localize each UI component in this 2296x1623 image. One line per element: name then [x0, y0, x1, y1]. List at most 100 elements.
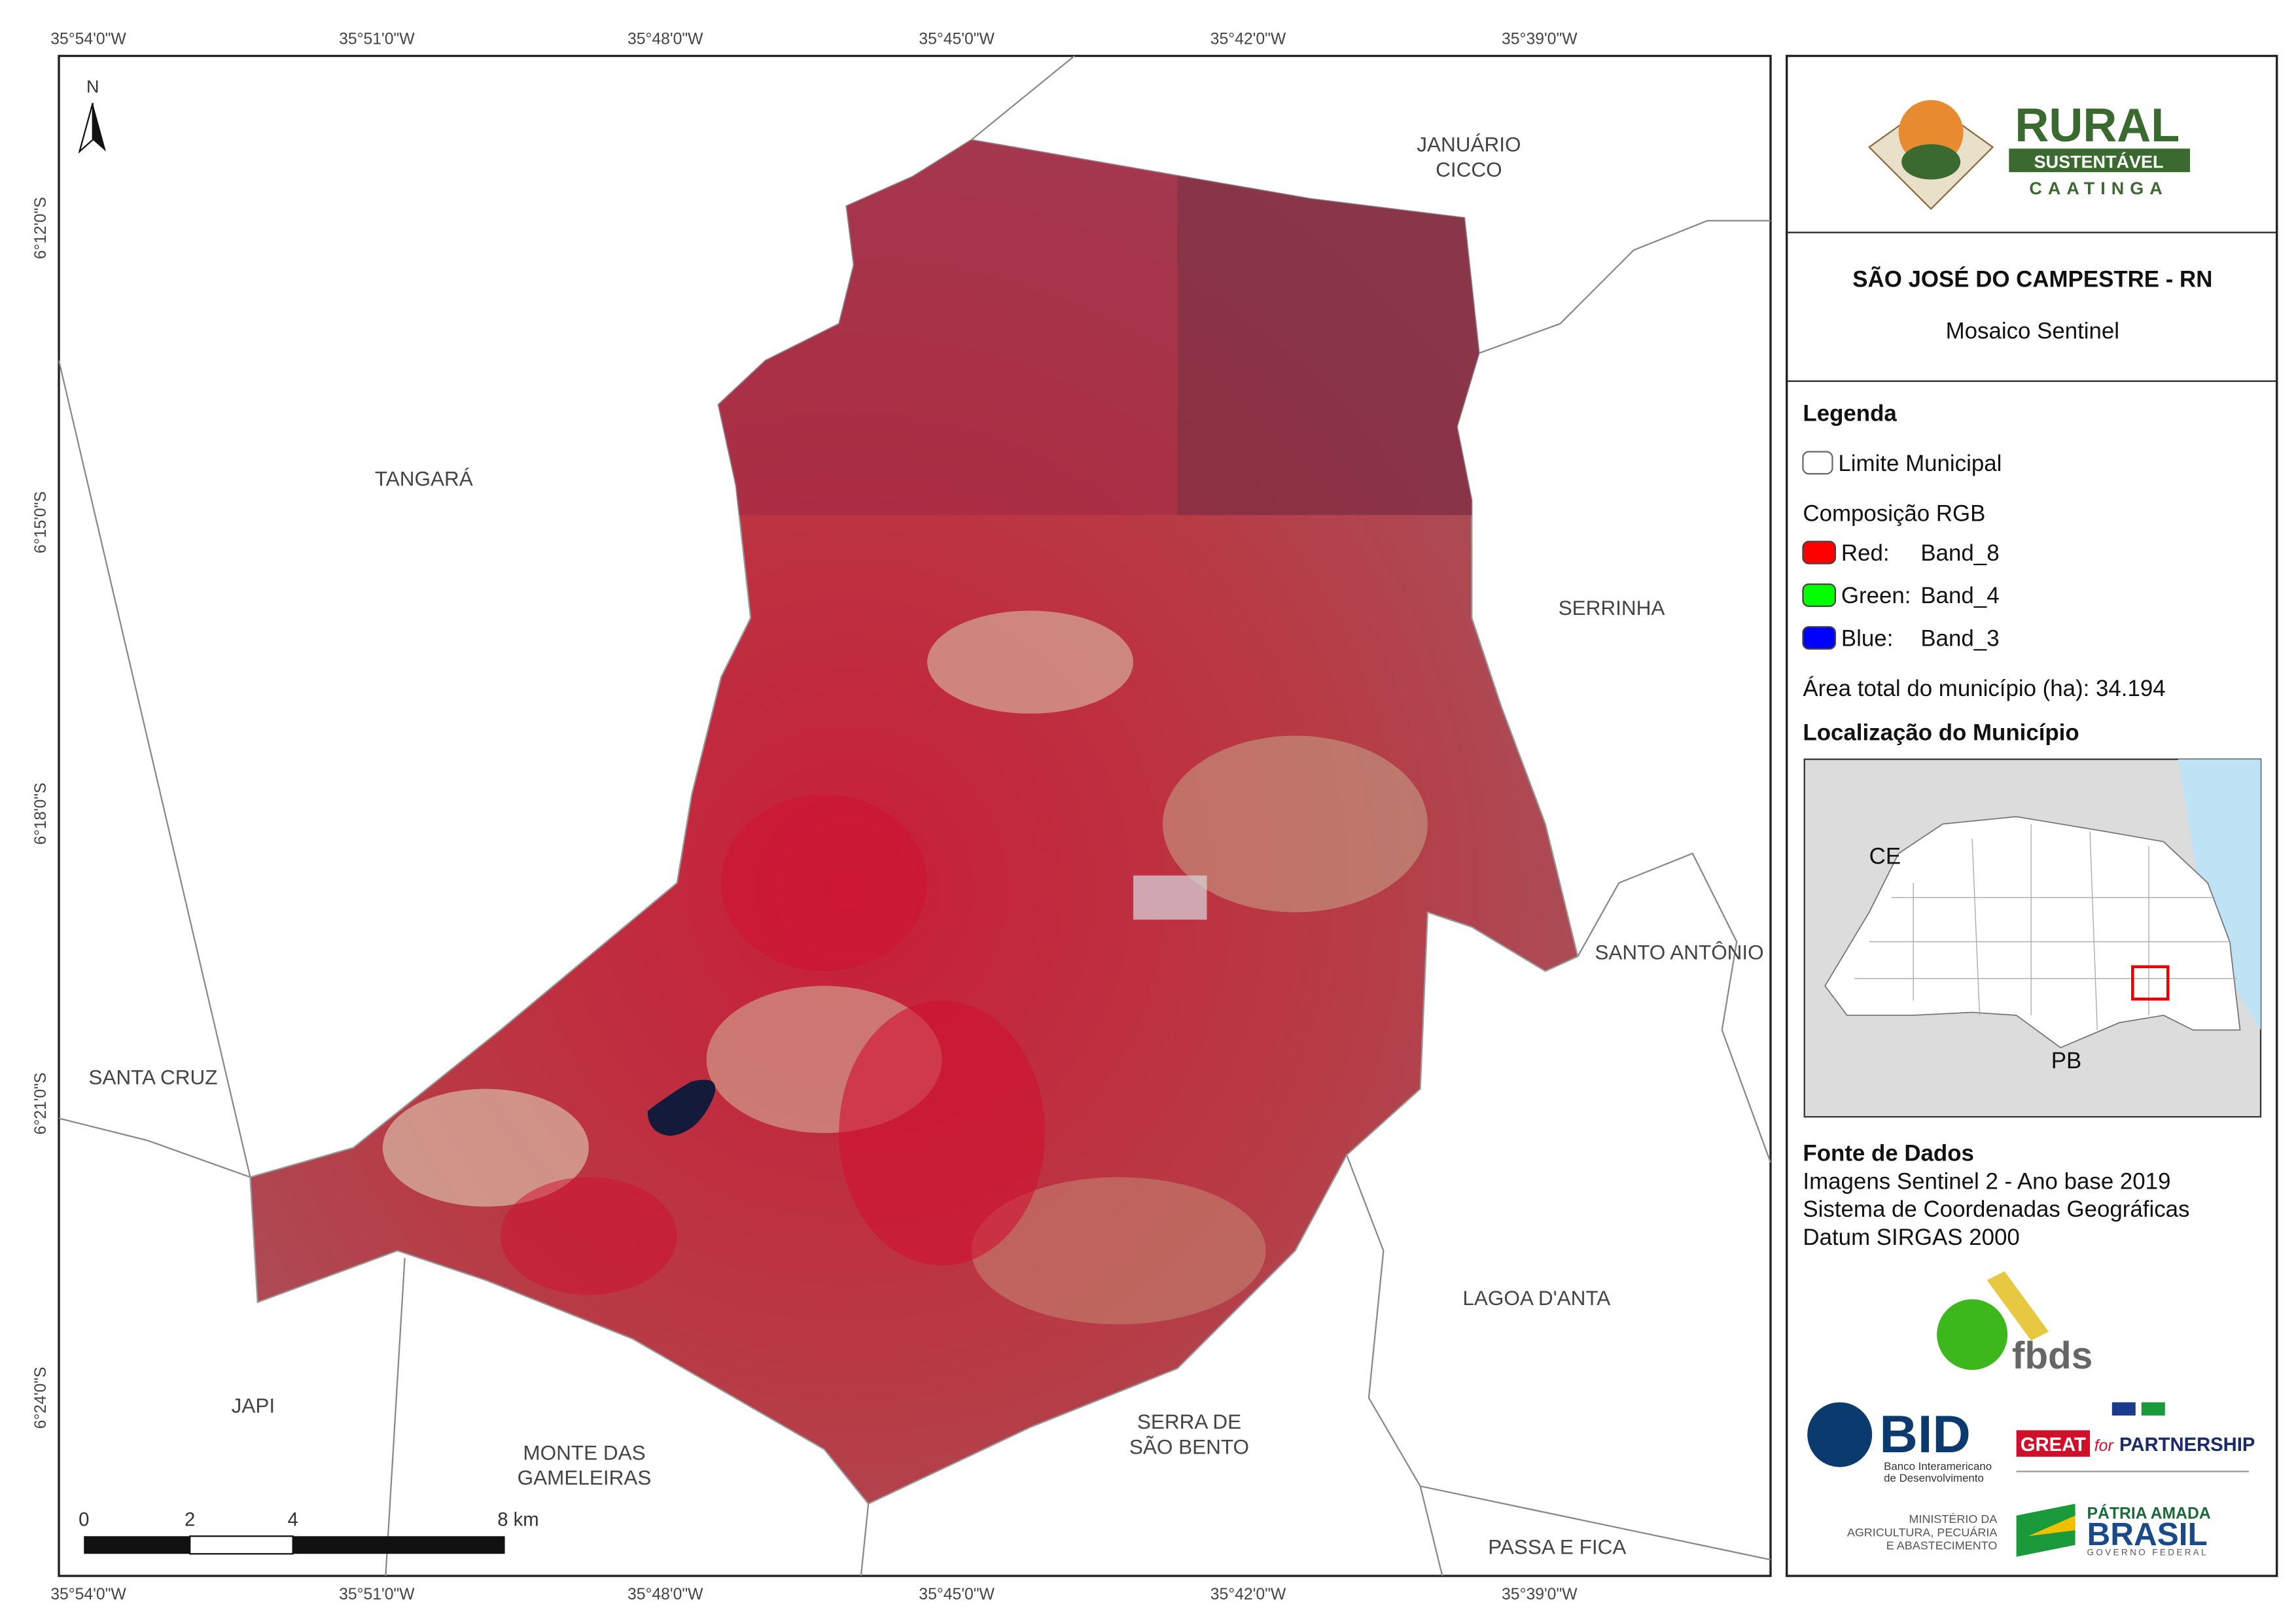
state-rn [1824, 816, 2241, 1049]
bid-text: BID [1879, 1405, 1970, 1464]
boundary-line [385, 1258, 406, 1577]
longitude-label: 35°42'0"W [1210, 1586, 1286, 1603]
latitude-label: 6°12'0"S [32, 197, 50, 259]
longitude-label: 35°39'0"W [1502, 1586, 1578, 1603]
band-swatch [1802, 626, 1837, 650]
band-channel: Green: [1841, 583, 1911, 608]
sea [2178, 759, 2261, 1030]
graticule-labels: 35°54'0"W 35°51'0"W 35°48'0"W 35°45'0"W … [32, 30, 1578, 1603]
logo-tree [1901, 144, 1961, 180]
legend-subtitle: Composição RGB [1803, 500, 1985, 526]
ministry-text: E ABASTECIMENTO [1886, 1539, 1998, 1552]
great-text: for [2094, 1437, 2115, 1455]
source-line: Datum SIRGAS 2000 [1803, 1225, 2019, 1250]
urban-area [1133, 875, 1207, 920]
place-label: PASSA E FICA [1488, 1535, 1626, 1558]
brasil-text: PÁTRIA AMADA [2087, 1504, 2211, 1522]
latitude-label: 6°18'0"S [32, 782, 50, 845]
latitude-label: 6°15'0"S [32, 491, 50, 553]
arrow-half [92, 103, 106, 152]
scale-label: 0 [79, 1510, 89, 1531]
legend-label: Limite Municipal [1838, 451, 2002, 476]
bid-mark [1807, 1402, 1873, 1467]
place-label: GAMELEIRAS [518, 1466, 652, 1490]
scale-segment [292, 1536, 505, 1554]
reservoir [647, 1079, 716, 1136]
scale-label: 8 km [497, 1510, 539, 1531]
place-label: SÃO BENTO [1129, 1435, 1249, 1458]
band-legend: Red: Band_8 Green: Band_4 Blue: Band_3 [1802, 540, 2000, 651]
place-label: LAGOA D'ANTA [1462, 1286, 1610, 1310]
scale-segment [189, 1535, 294, 1555]
band-name: Band_3 [1920, 625, 1999, 651]
bare-soil [971, 1177, 1266, 1325]
band-name: Band_4 [1920, 583, 1999, 608]
location-title: Localização do Município [1803, 720, 2079, 745]
source-line: Imagens Sentinel 2 - Ano base 2019 [1803, 1168, 2170, 1194]
place-label: JANUÁRIO [1417, 133, 1521, 156]
longitude-label: 35°51'0"W [339, 1586, 415, 1603]
place-label: MONTE DAS [523, 1440, 645, 1464]
place-label: SERRA DE [1137, 1410, 1241, 1433]
fbds-mark [1937, 1299, 2008, 1370]
brasil-text: GOVERNO FEDERAL [2087, 1548, 2208, 1558]
north-label: N [86, 77, 99, 97]
inset-label: CE [1869, 843, 1901, 869]
scale-label: 2 [185, 1510, 195, 1531]
band-channel: Blue: [1841, 625, 1893, 651]
place-label: JAPI [232, 1393, 275, 1417]
scale-bar: 0 2 4 8 km [79, 1510, 539, 1555]
longitude-label: 35°54'0"W [50, 1586, 126, 1603]
longitude-label: 35°39'0"W [1502, 30, 1578, 48]
boundary-line [1577, 852, 1772, 1163]
brasil-text: BRASIL [2087, 1516, 2208, 1552]
place-labels: TANGARÁ JANUÁRIO CICCO SERRINHA SANTO AN… [88, 133, 1763, 1559]
longitude-label: 35°54'0"W [50, 30, 126, 48]
municipal-grid [1854, 824, 2237, 1030]
vegetation [500, 1177, 677, 1295]
north-arrow: N [78, 77, 106, 154]
place-label: SERRINHA [1559, 596, 1665, 620]
map-subtitle: Mosaico Sentinel [1946, 318, 2119, 343]
great-box [2016, 1430, 2091, 1457]
boundary-line [58, 360, 251, 1178]
bare-soil [1162, 735, 1428, 913]
logo-text: SUSTENTÁVEL [2034, 151, 2164, 171]
logo-text: RURAL [2015, 99, 2180, 152]
bare-soil [382, 1089, 589, 1207]
boundary-line [860, 1503, 870, 1577]
sources-title: Fonte de Dados [1803, 1141, 1973, 1166]
side-panel: RURAL SUSTENTÁVEL CAATINGA SÃO JOSÉ DO C… [1786, 54, 2278, 1577]
map-title: SÃO JOSÉ DO CAMPESTRE - RN [1852, 266, 2212, 292]
ministry-text: MINISTÉRIO DA [1909, 1512, 1997, 1526]
band-swatch [1802, 540, 1837, 565]
logo-text: CAATINGA [2029, 179, 2168, 198]
bare-soil [927, 610, 1134, 714]
logo-band [2009, 148, 2191, 173]
flag-uk [2111, 1402, 2136, 1416]
great-text: PARTNERSHIP [2119, 1435, 2255, 1456]
band-swatch [1802, 583, 1837, 607]
fbds-mark [1987, 1271, 2049, 1341]
location-marker [2131, 965, 2170, 1001]
longitude-label: 35°48'0"W [627, 1586, 703, 1603]
boundary-line [1419, 1486, 1443, 1577]
latitude-label: 6°21'0"S [32, 1073, 50, 1135]
longitude-label: 35°51'0"W [339, 30, 415, 48]
source-line: Sistema de Coordenadas Geográficas [1803, 1196, 2189, 1222]
bid-name: de Desenvolvimento [1884, 1472, 1984, 1484]
ministry-text: AGRICULTURA, PECUÁRIA [1847, 1526, 1998, 1539]
legend-title: Legenda [1803, 400, 1897, 426]
vegetation [721, 794, 928, 971]
inset-map: CE PB [1803, 758, 2262, 1118]
longitude-label: 35°45'0"W [919, 30, 995, 48]
legend-swatch [1802, 451, 1833, 475]
longitude-label: 35°48'0"W [627, 30, 703, 48]
band-channel: Red: [1841, 540, 1890, 566]
longitude-label: 35°45'0"W [919, 1586, 995, 1603]
latitude-label: 6°24'0"S [32, 1367, 50, 1429]
rural-logo: RURAL SUSTENTÁVEL CAATINGA [1867, 99, 2191, 210]
inset-label: PB [2051, 1048, 2082, 1073]
